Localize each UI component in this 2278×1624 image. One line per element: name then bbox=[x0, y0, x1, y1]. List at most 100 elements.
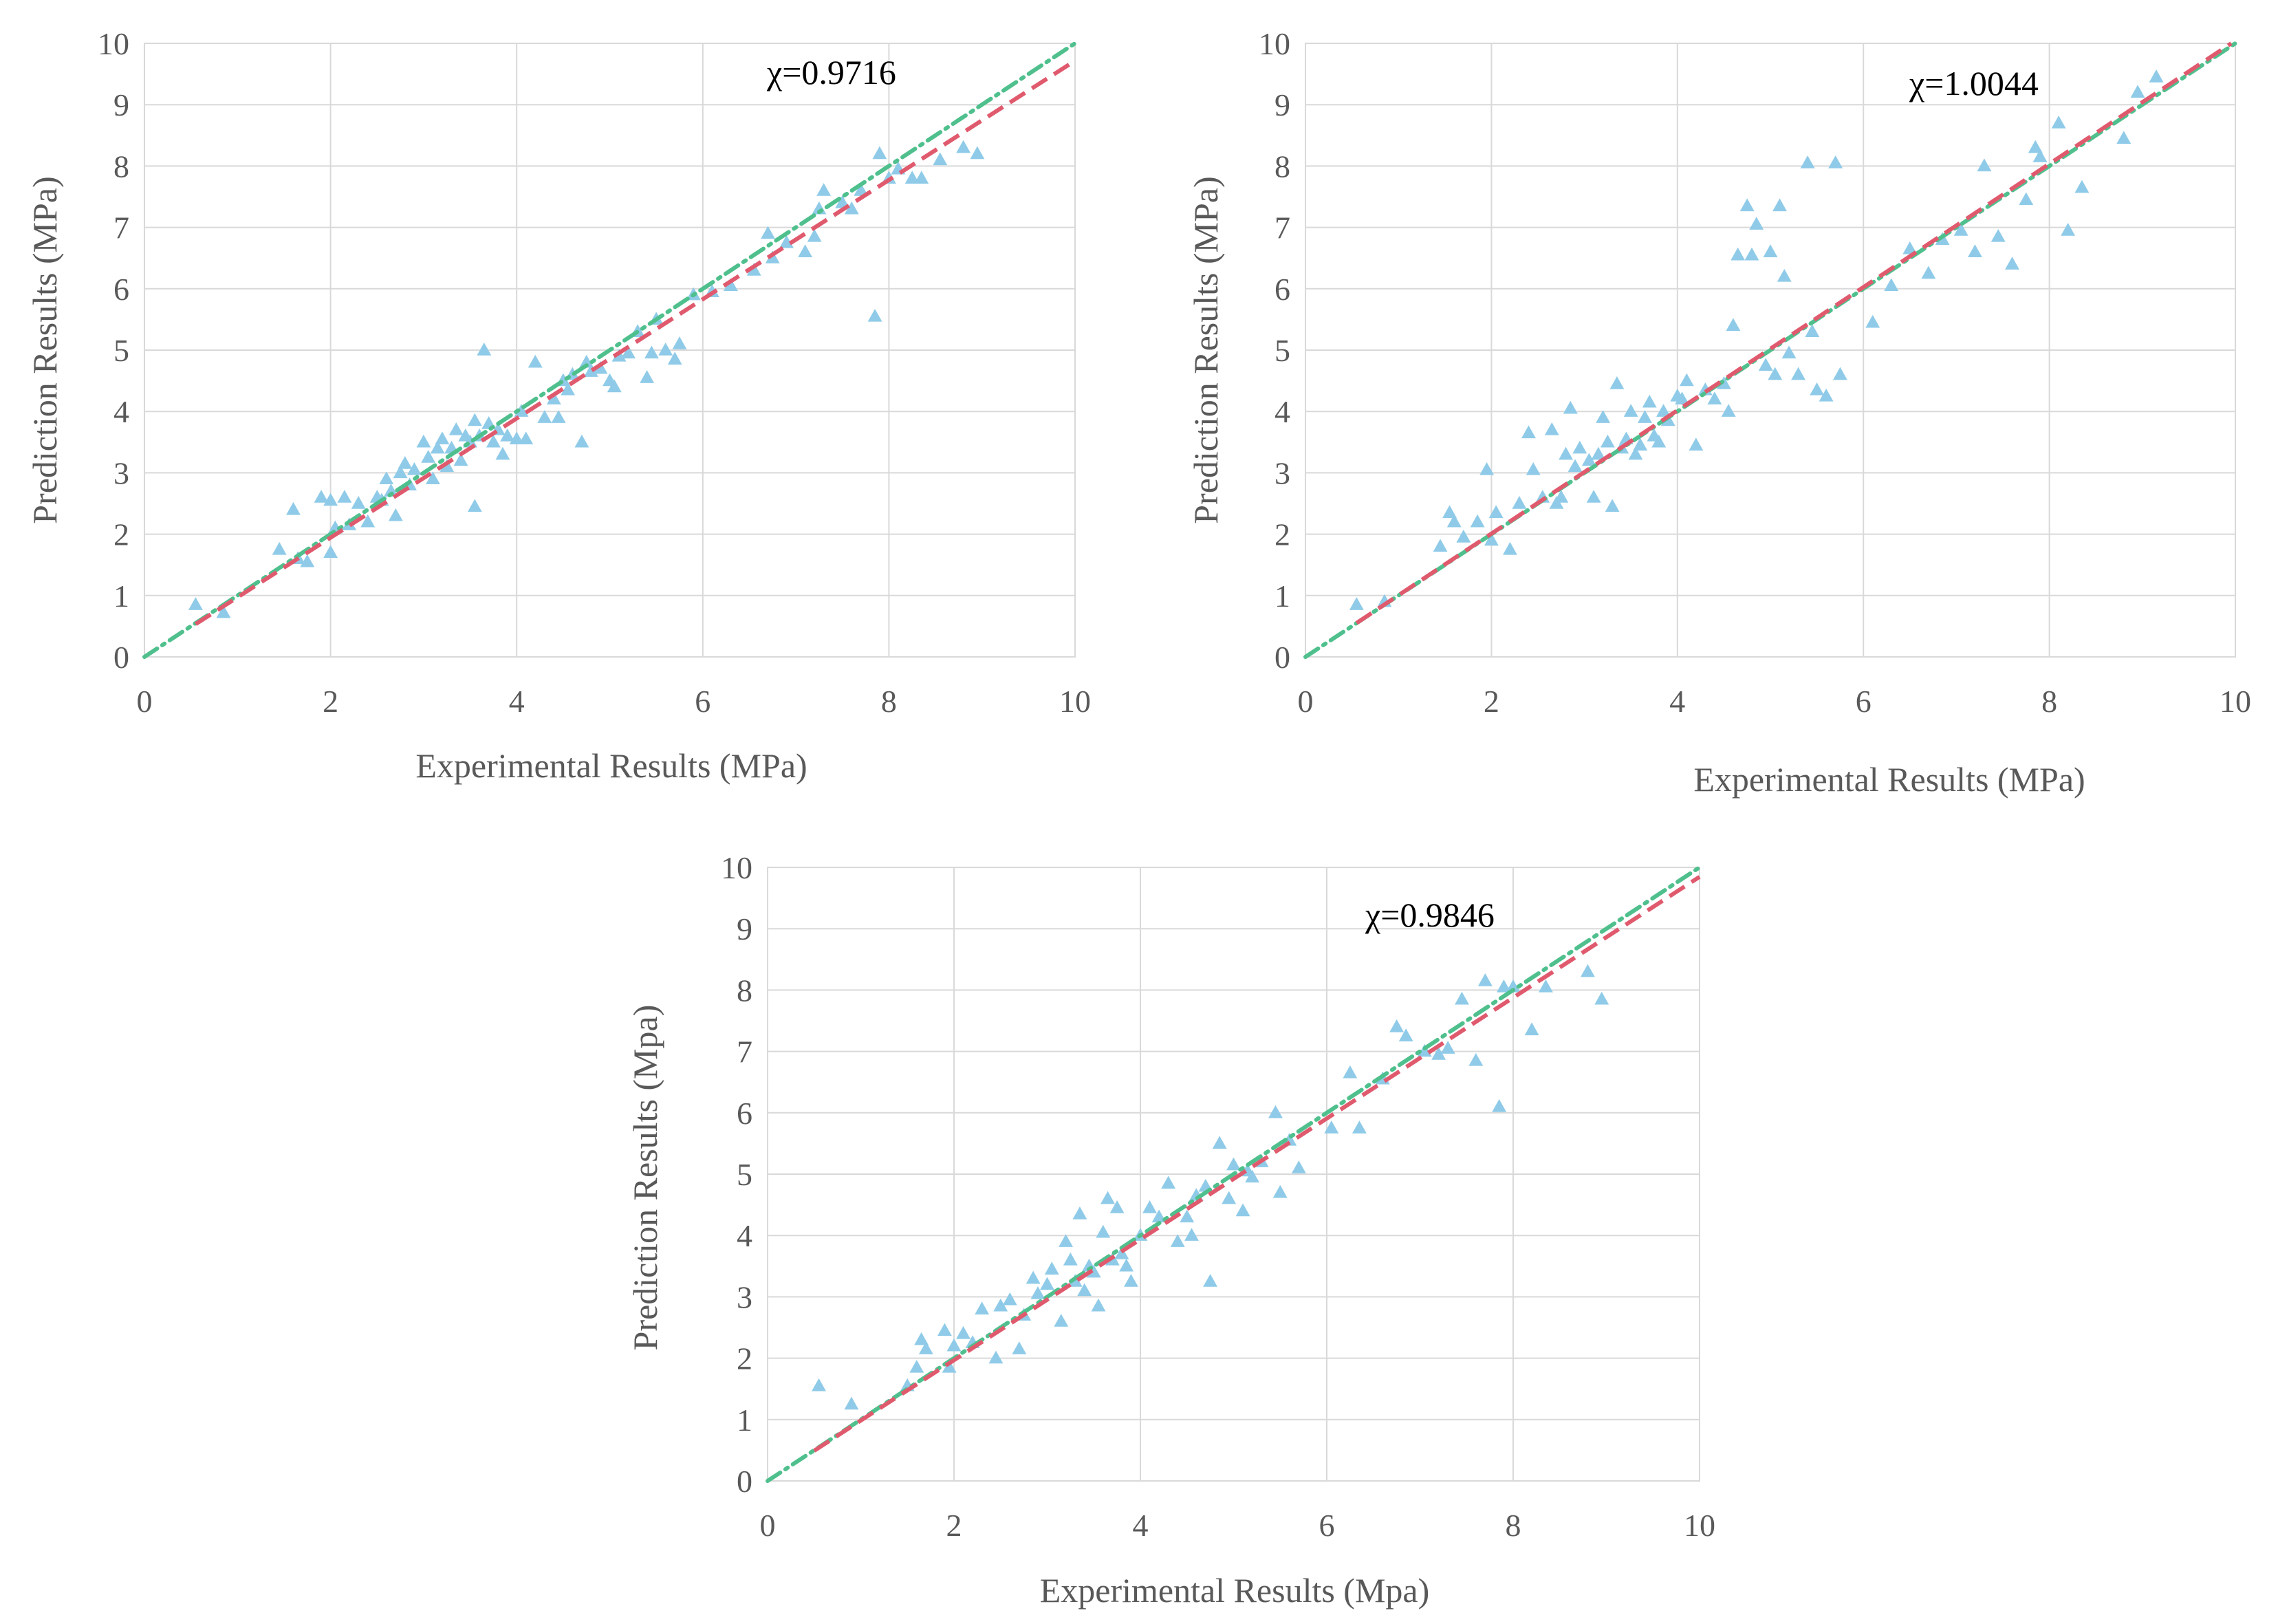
data-point-triangle bbox=[1109, 1200, 1125, 1213]
data-point-triangle bbox=[1352, 1120, 1367, 1134]
data-point-triangle bbox=[1398, 1028, 1413, 1041]
x-tick-label: 8 bbox=[881, 684, 897, 719]
x-tick-label: 2 bbox=[946, 1508, 962, 1543]
data-point-triangle bbox=[1506, 979, 1521, 993]
data-point-triangle bbox=[1559, 446, 1574, 460]
y-tick-label: 0 bbox=[737, 1464, 752, 1499]
data-point-triangle bbox=[1524, 1022, 1539, 1036]
data-point-triangle bbox=[486, 434, 501, 448]
data-point-triangle bbox=[1865, 314, 1880, 328]
data-point-triangle bbox=[323, 492, 338, 506]
data-point-triangle bbox=[779, 235, 794, 248]
data-point-triangle bbox=[1203, 1274, 1218, 1287]
y-tick-label: 3 bbox=[113, 455, 129, 490]
data-point-triangle bbox=[1749, 217, 1764, 230]
data-point-triangle bbox=[942, 1359, 957, 1373]
x-tick-label: 4 bbox=[509, 684, 525, 719]
data-point-triangle bbox=[1675, 391, 1690, 405]
data-point-triangle bbox=[1226, 1157, 1241, 1171]
y-tick-label: 9 bbox=[1274, 87, 1290, 122]
plot-area bbox=[144, 43, 1076, 658]
data-point-triangle bbox=[1739, 198, 1755, 212]
data-point-triangle bbox=[872, 146, 887, 160]
data-point-triangle bbox=[1488, 505, 1504, 519]
data-point-triangle bbox=[514, 404, 529, 417]
data-point-triangle bbox=[1433, 539, 1448, 552]
data-point-triangle bbox=[761, 226, 775, 239]
data-point-triangle bbox=[1235, 1203, 1250, 1217]
data-point-triangle bbox=[1096, 1224, 1111, 1238]
data-point-triangle bbox=[835, 195, 850, 208]
data-point-triangle bbox=[467, 413, 482, 426]
data-point-triangle bbox=[1212, 1136, 1227, 1149]
data-point-triangle bbox=[2005, 257, 2019, 270]
data-point-triangle bbox=[188, 597, 203, 610]
data-point-triangle bbox=[579, 354, 594, 368]
data-point-triangle bbox=[1268, 1105, 1283, 1118]
x-tick-label: 6 bbox=[1856, 684, 1872, 719]
data-point-triangle bbox=[1072, 1206, 1087, 1220]
data-point-triangle bbox=[1521, 425, 1536, 439]
data-point-triangle bbox=[1791, 367, 1806, 380]
data-point-triangle bbox=[1030, 1286, 1045, 1299]
data-point-triangle bbox=[1586, 490, 1601, 503]
data-point-triangle bbox=[812, 1378, 826, 1392]
ideal-line bbox=[142, 41, 1077, 659]
data-point-triangle bbox=[621, 345, 636, 359]
y-tick-label: 8 bbox=[1274, 149, 1290, 184]
plot-area bbox=[1305, 43, 2236, 658]
data-point-triangle bbox=[988, 1350, 1004, 1364]
data-point-triangle bbox=[1563, 400, 1578, 414]
data-point-triangle bbox=[448, 422, 464, 435]
data-point-triangle bbox=[1002, 1292, 1017, 1306]
y-tick-label: 8 bbox=[113, 149, 129, 184]
y-tick-label: 5 bbox=[737, 1157, 752, 1192]
data-point-triangle bbox=[1291, 1160, 1306, 1173]
data-point-triangle bbox=[1497, 979, 1511, 993]
data-point-triangle bbox=[300, 554, 315, 567]
ratio-annotation: χ=1.0044 bbox=[1909, 64, 2039, 102]
y-tick-label: 0 bbox=[113, 640, 129, 675]
data-point-triangle bbox=[551, 410, 566, 423]
data-point-triangle bbox=[1063, 1252, 1078, 1266]
data-point-triangle bbox=[854, 183, 869, 196]
data-point-triangle bbox=[1977, 158, 1992, 172]
data-point-triangle bbox=[1040, 1277, 1054, 1290]
data-point-triangle bbox=[933, 152, 948, 166]
x-tick-label: 6 bbox=[1319, 1508, 1335, 1543]
chart-top-left: 0 1 2 3 4 5 6 7 8 9 10 0 2 4 6 8 10 Experimental Results … bbox=[25, 26, 1091, 785]
data-point-triangle bbox=[546, 391, 561, 405]
data-point-triangle bbox=[1777, 268, 1792, 282]
data-point-triangle bbox=[379, 471, 394, 485]
data-point-triangle bbox=[519, 431, 534, 445]
data-point-triangle bbox=[1502, 541, 1517, 555]
data-point-triangle bbox=[1170, 1234, 1185, 1247]
data-point-triangle bbox=[723, 278, 738, 292]
data-point-triangle bbox=[1026, 1270, 1041, 1284]
y-tick-label: 6 bbox=[737, 1096, 752, 1131]
data-point-triangle bbox=[1800, 155, 1815, 169]
data-point-triangle bbox=[1902, 241, 1918, 255]
y-tick-label: 8 bbox=[737, 973, 752, 1008]
chart-top-right: 0 1 2 3 4 5 6 7 8 9 10 0 2 4 6 8 10 Experimental Results … bbox=[1186, 26, 2251, 799]
data-point-triangle bbox=[1591, 446, 1606, 460]
data-point-triangle bbox=[435, 431, 450, 445]
data-point-triangle bbox=[1044, 1262, 1059, 1275]
data-point-triangle bbox=[1484, 532, 1499, 546]
data-point-triangle bbox=[956, 1325, 970, 1339]
data-point-triangle bbox=[1468, 1052, 1484, 1066]
ratio-annotation: χ=0.9846 bbox=[1365, 896, 1495, 934]
x-tick-label: 8 bbox=[2041, 684, 2057, 719]
data-point-triangle bbox=[1059, 1234, 1074, 1247]
data-point-triangle bbox=[1572, 440, 1587, 454]
x-axis-title: Experimental Results (MPa) bbox=[1693, 760, 2085, 799]
data-point-triangle bbox=[528, 354, 543, 368]
data-point-triangle bbox=[844, 201, 859, 215]
y-tick-label: 9 bbox=[737, 911, 752, 946]
data-point-triangle bbox=[1689, 437, 1704, 451]
y-tick-label: 7 bbox=[737, 1035, 752, 1070]
y-tick-label: 9 bbox=[113, 87, 129, 122]
x-tick-label: 4 bbox=[1133, 1508, 1149, 1543]
x-tick-label: 4 bbox=[1669, 684, 1685, 719]
data-point-triangle bbox=[1707, 391, 1722, 405]
